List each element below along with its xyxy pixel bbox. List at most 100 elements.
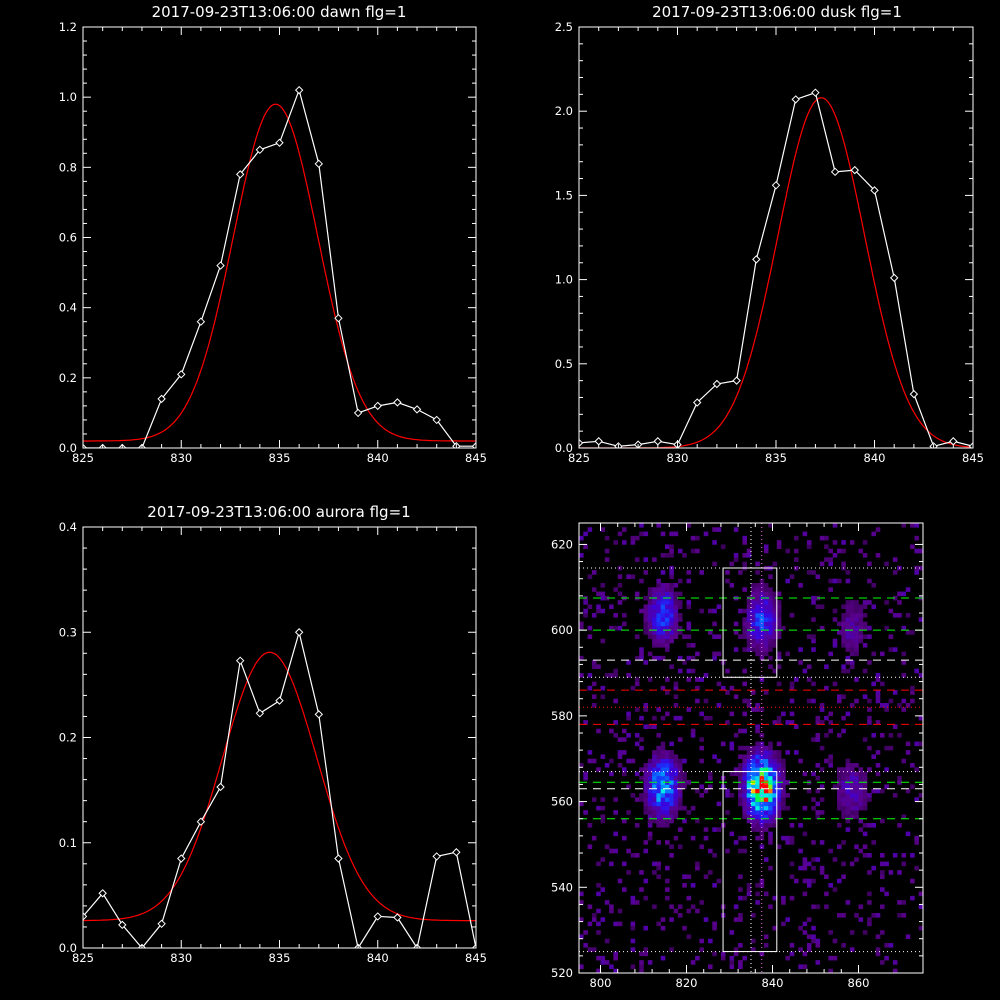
heatmap-cell — [583, 531, 588, 537]
heatmap-cell — [579, 535, 584, 541]
heatmap-cell — [768, 793, 773, 798]
heatmap-cell — [905, 630, 911, 635]
heatmap-cell — [690, 960, 696, 965]
y-tick-label: 0.2 — [59, 731, 77, 745]
heatmap-cell — [669, 587, 674, 592]
heatmap-cell — [609, 964, 614, 970]
heatmap-cell — [755, 763, 760, 768]
heatmap-cell — [811, 878, 816, 884]
heatmap-cell — [660, 715, 666, 721]
heatmap-cell — [759, 784, 765, 790]
heatmap-cell — [742, 647, 747, 652]
heatmap-cell — [880, 960, 885, 965]
heatmap-cell — [772, 608, 778, 614]
data-point — [98, 889, 107, 898]
heatmap-cell — [763, 767, 769, 772]
heatmap-cell — [751, 745, 756, 751]
heatmap-cell — [862, 930, 868, 935]
heatmap-cell — [755, 643, 760, 648]
heatmap-cell — [656, 805, 661, 811]
heatmap-cell — [755, 758, 760, 764]
heatmap-cell — [652, 818, 657, 824]
heatmap-cell — [828, 587, 833, 592]
heatmap-cell — [703, 788, 709, 794]
heatmap-cell — [832, 617, 838, 622]
heatmap-cell — [639, 797, 644, 802]
heatmap-cell — [583, 930, 588, 935]
heatmap-cell — [673, 625, 679, 631]
heatmap-cell — [669, 805, 674, 811]
heatmap-cell — [815, 775, 821, 781]
heatmap-cell — [755, 891, 760, 897]
heatmap-cell — [665, 634, 670, 640]
heatmap-cell — [725, 668, 730, 674]
heatmap-cell — [665, 865, 670, 871]
heatmap-cell — [759, 827, 765, 832]
heatmap-cell — [785, 548, 790, 554]
heatmap-cell — [622, 835, 627, 841]
data-point — [83, 443, 88, 448]
x-tick-label: 835 — [269, 951, 291, 965]
heatmap-cell — [708, 870, 713, 875]
heatmap-cell — [643, 724, 649, 730]
heatmap-cell — [849, 801, 855, 807]
heatmap-cell — [673, 780, 679, 785]
heatmap-cell — [703, 673, 709, 678]
heatmap-cell — [918, 673, 923, 678]
heatmap-cell — [806, 943, 812, 948]
heatmap-cell — [776, 801, 782, 807]
heatmap-cell — [660, 784, 666, 790]
heatmap-cell — [776, 625, 782, 631]
heatmap-cell — [622, 818, 627, 824]
x-tick-label: 845 — [465, 451, 487, 465]
heatmap-cell — [746, 883, 752, 888]
heatmap-cell — [587, 947, 593, 952]
heatmap-cell — [677, 668, 683, 674]
heatmap-cell — [862, 634, 868, 640]
heatmap-cell — [677, 913, 683, 918]
heatmap-cell — [832, 638, 838, 644]
heatmap-cell — [768, 630, 773, 635]
heatmap-cell — [819, 870, 825, 875]
heatmap-cell — [789, 698, 795, 704]
heatmap-cell — [665, 775, 670, 781]
heatmap-cell — [858, 625, 864, 631]
heatmap-cell — [652, 767, 657, 772]
heatmap-cell — [776, 814, 782, 820]
heatmap-cell — [841, 728, 846, 734]
heatmap-cell — [677, 758, 683, 764]
aurora-panel: 2017-09-23T13:06:00 aurora flg=1 825 830 8… — [59, 503, 487, 965]
heatmap-cell — [854, 617, 859, 622]
heatmap-cell — [824, 891, 829, 897]
heatmap-cell — [591, 758, 597, 764]
heatmap-cell — [845, 643, 851, 648]
heatmap-cell — [716, 604, 722, 610]
heatmap-cell — [609, 908, 614, 914]
heatmap-cell — [819, 745, 825, 751]
heatmap-cell — [841, 767, 846, 772]
heatmap-cell — [905, 587, 911, 592]
heatmap-cell — [888, 698, 894, 704]
heatmap-cell — [884, 745, 889, 751]
heatmap-cell — [755, 570, 760, 575]
heatmap-cell — [837, 694, 842, 700]
heatmap-cell — [682, 784, 687, 790]
heatmap-cell — [712, 951, 717, 957]
heatmap-cell — [677, 784, 683, 790]
heatmap-cell — [669, 844, 674, 850]
data-line — [83, 629, 476, 948]
heatmap-cell — [660, 955, 666, 961]
heatmap-cell — [587, 823, 593, 828]
heatmap-cell — [652, 587, 657, 592]
heatmap-cell — [776, 655, 782, 661]
heatmap-cell — [712, 754, 717, 760]
heatmap-cell — [630, 574, 636, 580]
heatmap-cell — [828, 720, 833, 725]
heatmap-cell — [918, 891, 923, 897]
heatmap-cell — [759, 647, 765, 652]
heatmap-cell — [892, 690, 898, 695]
heatmap-cell — [673, 784, 679, 790]
heatmap-cell — [785, 750, 790, 755]
heatmap-cell — [892, 613, 898, 618]
heatmap-cell — [751, 784, 756, 790]
